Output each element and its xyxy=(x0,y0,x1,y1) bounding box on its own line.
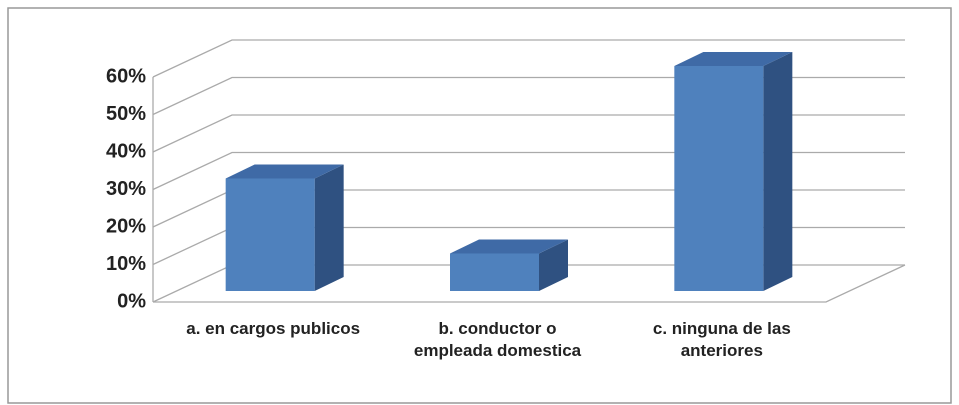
y-tick-label: 0% xyxy=(117,290,146,312)
bar-front xyxy=(450,253,539,291)
y-tick-label: 20% xyxy=(106,215,146,237)
bar xyxy=(674,52,793,291)
y-tick-label: 60% xyxy=(106,65,146,87)
y-tick-label: 10% xyxy=(106,253,146,275)
bar xyxy=(225,164,344,291)
grid-line xyxy=(152,39,905,78)
bar-side xyxy=(539,239,568,291)
bar-top xyxy=(674,52,793,66)
bar-front xyxy=(225,178,315,291)
bar-side xyxy=(763,52,793,291)
bar-top xyxy=(450,239,568,254)
y-tick-label: 50% xyxy=(106,103,146,125)
floor-edge xyxy=(153,264,906,303)
y-tick-label: 40% xyxy=(106,140,146,162)
frame-border xyxy=(7,7,952,404)
bar-side xyxy=(314,164,344,291)
bar xyxy=(450,239,568,291)
bar-top xyxy=(225,164,344,179)
x-tick-label: b. conductor o empleada domestica xyxy=(413,319,582,360)
y-tick-label: 30% xyxy=(106,178,146,200)
x-tick-label: c. ninguna de las anteriores xyxy=(652,319,791,360)
x-tick-label: a. en cargos publicos xyxy=(186,319,361,338)
bar-front xyxy=(674,66,764,291)
